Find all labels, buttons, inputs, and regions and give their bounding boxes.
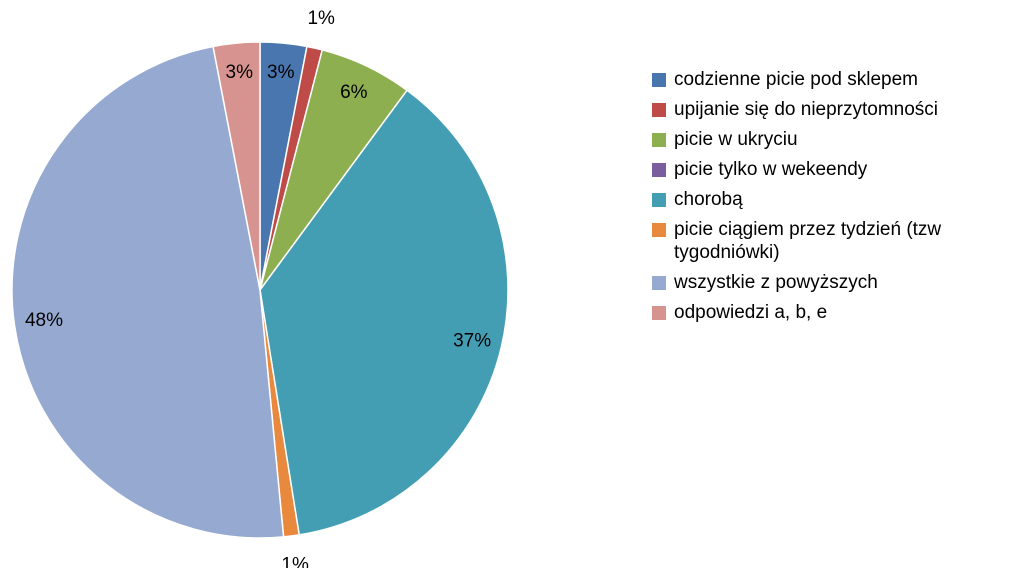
legend-item: picie ciągiem przez tydzień (tzw tygodni… [652, 218, 1008, 264]
legend-label: picie tylko w wekeendy [674, 159, 868, 180]
legend-swatch [652, 223, 666, 237]
legend-label: codzienne picie pod sklepem [674, 69, 918, 90]
legend-label: odpowiedzi a, b, e [674, 302, 828, 323]
data-label: 48% [25, 310, 63, 331]
data-label: 1% [281, 555, 309, 568]
legend: codzienne picie pod sklepem upijanie się … [652, 68, 1008, 331]
legend-swatch [652, 276, 666, 290]
legend-swatch [652, 133, 666, 147]
data-label: 37% [453, 330, 491, 351]
legend-swatch [652, 306, 666, 320]
legend-swatch [652, 73, 666, 87]
chart: 3% 1% 6% 37% 1% 48% 3% [11, 8, 509, 568]
legend-swatch [652, 103, 666, 117]
legend-label: picie ciągiem przez tydzień (tzw tygodni… [674, 219, 942, 263]
legend-item: odpowiedzi a, b, e [652, 301, 1008, 324]
legend-item: wszystkie z powyższych [652, 271, 1008, 294]
data-label: 1% [307, 8, 335, 29]
pie-slice [259, 89, 509, 536]
legend-swatch [652, 163, 666, 177]
legend-label: chorobą [674, 189, 743, 210]
pie-slice [212, 41, 261, 291]
legend-item: codzienne picie pod sklepem [652, 68, 1008, 91]
legend-label: picie w ukryciu [674, 129, 798, 150]
data-label: 3% [267, 62, 295, 83]
pie-slice [11, 45, 285, 539]
legend-label: upijanie się do nieprzytomności [674, 99, 939, 120]
legend-item: picie tylko w wekeendy [652, 158, 1008, 181]
legend-item: upijanie się do nieprzytomności [652, 98, 1008, 121]
legend-item: chorobą [652, 188, 1008, 211]
data-label: 6% [340, 82, 368, 103]
legend-swatch [652, 193, 666, 207]
data-label: 3% [226, 62, 254, 83]
legend-item: picie w ukryciu [652, 128, 1008, 151]
legend-label: wszystkie z powyższych [674, 272, 878, 293]
